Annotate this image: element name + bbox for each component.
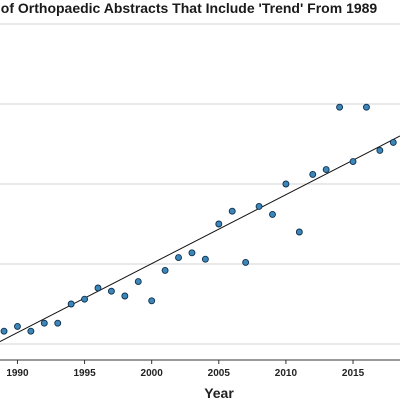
data-point-2004 — [201, 255, 209, 263]
data-point-2007 — [242, 258, 250, 266]
data-point-2002 — [175, 254, 182, 262]
x-axis-label: Year — [204, 385, 234, 400]
data-point-1999 — [134, 278, 142, 286]
data-point-2001 — [161, 266, 169, 274]
gridlines — [0, 23, 400, 345]
data-point-2016 — [362, 103, 370, 111]
data-points — [0, 103, 397, 335]
data-point-2005 — [215, 220, 223, 228]
data-point-2000 — [148, 297, 156, 305]
data-point-1990 — [13, 322, 21, 330]
data-point-1993 — [54, 319, 62, 327]
x-tick-label-2005: 2005 — [208, 368, 231, 379]
data-point-2003 — [188, 249, 196, 257]
data-point-1996 — [94, 284, 102, 292]
data-point-1995 — [81, 295, 89, 303]
data-point-2008 — [255, 202, 263, 210]
x-tick-label-2010: 2010 — [275, 368, 298, 379]
data-point-2010 — [282, 180, 290, 188]
data-point-2006 — [228, 207, 236, 215]
data-point-2013 — [322, 166, 330, 174]
data-point-1997 — [107, 287, 115, 295]
data-point-1989 — [0, 327, 8, 335]
x-tick-label-1995: 1995 — [73, 368, 96, 379]
data-point-2012 — [309, 170, 317, 178]
data-point-1992 — [40, 319, 48, 327]
x-axis-ticks: 1990 1995 2000 2005 2010 2015 — [6, 360, 365, 379]
data-point-2017 — [376, 146, 384, 154]
data-point-1998 — [121, 292, 129, 300]
x-tick-label-2015: 2015 — [342, 368, 365, 379]
data-point-1991 — [27, 327, 35, 335]
chart-title: Number of Orthopaedic Abstracts That Inc… — [0, 0, 377, 16]
data-point-2009 — [269, 210, 276, 218]
data-point-2014 — [336, 103, 344, 111]
data-point-1994 — [67, 300, 75, 308]
data-point-2018 — [389, 138, 397, 146]
trend-fit-line — [0, 135, 400, 343]
data-point-2011 — [295, 228, 303, 236]
x-tick-label-2000: 2000 — [141, 368, 164, 379]
x-tick-label-1990: 1990 — [6, 368, 29, 379]
data-point-2015 — [349, 158, 357, 166]
